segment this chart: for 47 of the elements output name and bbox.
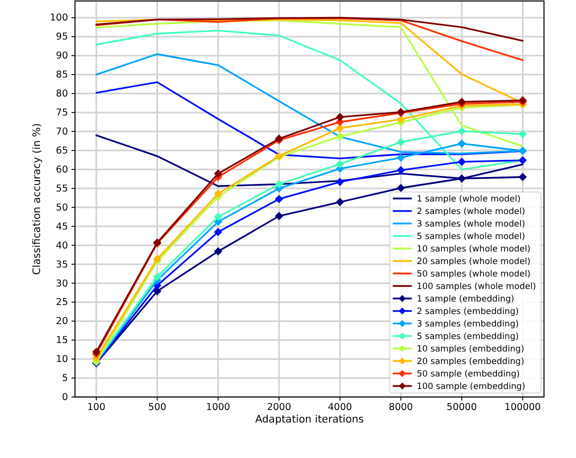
y-tick-label: 80 bbox=[56, 88, 68, 100]
legend-label: 2 samples (embedding) bbox=[416, 307, 519, 317]
x-tick-label: 100 bbox=[87, 402, 106, 414]
legend-label: 100 samples (whole model) bbox=[416, 282, 536, 292]
legend-label: 3 samples (whole model) bbox=[416, 220, 526, 230]
x-tick-label: 4000 bbox=[328, 402, 352, 414]
x-tick-label: 8000 bbox=[388, 402, 413, 414]
y-tick-label: 10 bbox=[56, 354, 68, 366]
y-tick-label: 75 bbox=[56, 108, 68, 119]
y-tick-label: 0 bbox=[62, 392, 68, 404]
x-tick-label: 500 bbox=[148, 402, 166, 414]
x-tick-label: 100000 bbox=[504, 402, 541, 414]
y-tick-label: 50 bbox=[56, 202, 68, 214]
x-tick-label: 50000 bbox=[446, 402, 477, 414]
y-tick-label: 5 bbox=[62, 373, 68, 384]
y-tick-label: 65 bbox=[56, 145, 68, 156]
y-tick-label: 85 bbox=[56, 70, 68, 81]
y-tick-label: 55 bbox=[56, 183, 68, 194]
legend-label: 1 sample (whole model) bbox=[416, 194, 521, 204]
y-tick-label: 60 bbox=[56, 164, 68, 176]
y-tick-label: 30 bbox=[56, 278, 68, 290]
legend-label: 3 samples (embedding) bbox=[416, 320, 519, 330]
legend-label: 20 samples (whole model) bbox=[416, 257, 531, 267]
legend-label: 1 sample (embedding) bbox=[416, 294, 514, 304]
y-axis-title: Classification accuracy (in %) bbox=[31, 123, 43, 275]
y-tick-label: 45 bbox=[56, 221, 68, 232]
y-tick-label: 90 bbox=[56, 50, 68, 62]
legend-label: 5 samples (embedding) bbox=[416, 332, 519, 342]
legend-label: 10 samples (whole model) bbox=[416, 244, 531, 254]
legend-label: 2 samples (whole model) bbox=[416, 207, 526, 217]
x-tick-label: 1000 bbox=[206, 402, 230, 414]
y-tick-label: 25 bbox=[56, 297, 68, 308]
legend-label: 20 samples (embedding) bbox=[416, 357, 524, 367]
y-tick-label: 95 bbox=[56, 32, 68, 43]
legend-label: 10 samples (embedding) bbox=[416, 344, 524, 354]
x-tick-label: 2000 bbox=[266, 402, 292, 414]
y-tick-label: 70 bbox=[56, 126, 68, 138]
y-tick-label: 35 bbox=[56, 259, 68, 270]
legend-label: 50 samples (whole model) bbox=[416, 270, 531, 280]
y-tick-label: 40 bbox=[56, 240, 68, 252]
legend-label: 100 sample (embedding) bbox=[416, 382, 526, 392]
legend-label: 5 samples (whole model) bbox=[416, 232, 526, 242]
x-axis-title: Adaptation iterations bbox=[255, 414, 364, 426]
legend-label: 50 sample (embedding) bbox=[416, 370, 520, 380]
y-tick-label: 100 bbox=[50, 12, 68, 24]
y-tick-label: 15 bbox=[56, 335, 68, 346]
y-tick-label: 20 bbox=[56, 316, 68, 328]
